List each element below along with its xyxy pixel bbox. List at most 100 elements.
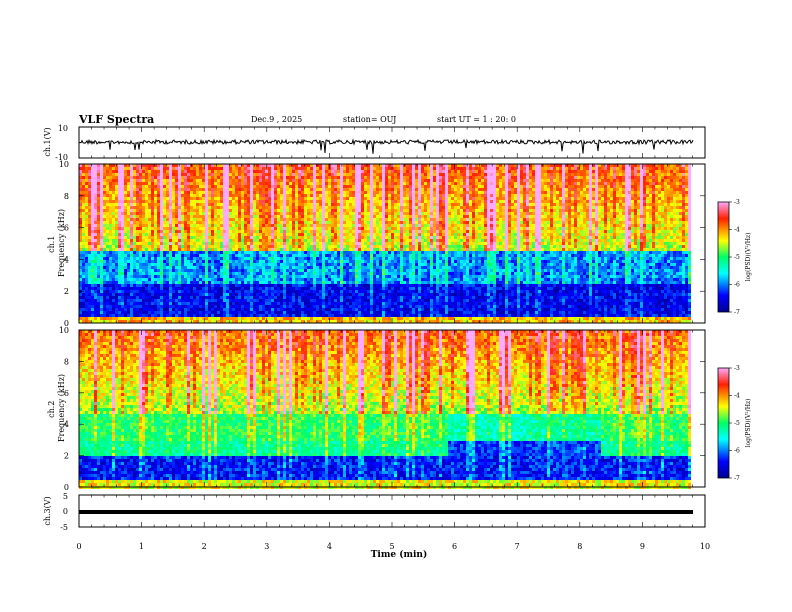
spectrogram-cell — [172, 254, 175, 257]
spectrogram-cell — [289, 239, 292, 242]
spectrogram-cell — [88, 221, 91, 224]
spectrogram-cell — [199, 191, 202, 194]
spectrogram-cell — [151, 224, 154, 227]
spectrogram-cell — [157, 254, 160, 257]
spectrogram-cell — [82, 176, 85, 179]
ch1-xticks — [78, 127, 706, 158]
spectrogram-cell — [208, 173, 211, 176]
spectrogram-cell — [286, 284, 289, 287]
spectrogram-cell — [262, 272, 265, 275]
spectrogram-cell — [226, 317, 229, 320]
spectrogram-cell — [94, 170, 97, 173]
spectrogram-cell — [343, 299, 346, 302]
spectrogram-cell — [262, 275, 265, 278]
spectrogram-cell — [295, 179, 298, 182]
spectrogram-cell — [85, 320, 88, 323]
spectrogram-cell — [214, 173, 217, 176]
spectrogram-cell — [145, 245, 148, 248]
spectrogram-cell — [250, 227, 253, 230]
spectrogram-cell — [97, 182, 100, 185]
spectrogram-cell — [145, 269, 148, 272]
spectrogram-cell — [172, 176, 175, 179]
spectrogram-cell — [268, 191, 271, 194]
spectrogram-cell — [112, 236, 115, 239]
spectrogram-cell — [127, 293, 130, 296]
spectrogram-cell — [169, 212, 172, 215]
spectrogram-cell — [130, 275, 133, 278]
spectrogram-cell — [103, 290, 106, 293]
spectrogram-cell — [214, 164, 217, 167]
spectrogram-cell — [289, 302, 292, 305]
spectrogram-cell — [94, 245, 97, 248]
spectrogram-cell — [151, 302, 154, 305]
spectrogram-cell — [94, 185, 97, 188]
spectrogram-cell — [79, 221, 82, 224]
spectrogram-cell — [226, 179, 229, 182]
spectrogram-cell — [100, 296, 103, 299]
spectrogram-cell — [142, 275, 145, 278]
spectrogram-cell — [337, 269, 340, 272]
spectrogram-cell — [352, 209, 355, 212]
spectrogram-cell — [325, 314, 328, 317]
spectrogram-cell — [229, 227, 232, 230]
spectrogram-cell — [178, 320, 181, 323]
spectrogram-cell — [256, 185, 259, 188]
spectrogram-cell — [91, 185, 94, 188]
spectrogram-cell — [238, 182, 241, 185]
spectrogram-cell — [145, 182, 148, 185]
spectrogram-cell — [298, 293, 301, 296]
spectrogram-cell — [139, 317, 142, 320]
spectrogram-cell — [136, 239, 139, 242]
spectrogram-cell — [103, 260, 106, 263]
spectrogram-cell — [295, 227, 298, 230]
spectrogram-cell — [334, 239, 337, 242]
spectrogram-cell — [349, 284, 352, 287]
spectrogram-cell — [283, 179, 286, 182]
spectrogram-cell — [112, 305, 115, 308]
spectrogram-cell — [184, 215, 187, 218]
spectrogram-cell — [187, 263, 190, 266]
spectrogram-cell — [88, 173, 91, 176]
spectrogram-cell — [334, 206, 337, 209]
spectrogram-cell — [226, 272, 229, 275]
spectrogram-cell — [145, 290, 148, 293]
spectrogram-cell — [271, 248, 274, 251]
spectrogram-cell — [214, 188, 217, 191]
spectrogram-cell — [214, 281, 217, 284]
spectrogram-cell — [124, 203, 127, 206]
spectrogram-cell — [268, 236, 271, 239]
spectrogram-cell — [325, 257, 328, 260]
spectrogram-cell — [205, 242, 208, 245]
spectrogram-cell — [331, 245, 334, 248]
spectrogram-cell — [97, 233, 100, 236]
spectrogram-cell — [208, 224, 211, 227]
spectrogram-cell — [268, 287, 271, 290]
spectrogram-cell — [229, 275, 232, 278]
spectrogram-cell — [190, 293, 193, 296]
spectrogram-cell — [355, 176, 358, 179]
spectrogram-cell — [286, 272, 289, 275]
spectrogram-cell — [247, 170, 250, 173]
spectrogram-cell — [295, 314, 298, 317]
spectrogram-cell — [79, 269, 82, 272]
spectrogram-cell — [268, 266, 271, 269]
spectrogram-cell — [217, 197, 220, 200]
spectrogram-cell — [154, 194, 157, 197]
spectrogram-cell — [139, 260, 142, 263]
spectrogram-cell — [97, 266, 100, 269]
spectrogram-cell — [148, 188, 151, 191]
spectrogram-cell — [178, 251, 181, 254]
spectrogram-cell — [178, 209, 181, 212]
spectrogram-cell — [190, 305, 193, 308]
spectrogram-cell — [238, 170, 241, 173]
spectrogram-cell — [310, 239, 313, 242]
spectrogram-cell — [337, 230, 340, 233]
spectrogram-cell — [253, 218, 256, 221]
spectrogram-cell — [229, 296, 232, 299]
spectrogram-cell — [196, 218, 199, 221]
spectrogram-cell — [142, 179, 145, 182]
spectrogram-cell — [346, 167, 349, 170]
spectrogram-cell — [259, 176, 262, 179]
spectrogram-cell — [160, 317, 163, 320]
spectrogram-cell — [259, 284, 262, 287]
